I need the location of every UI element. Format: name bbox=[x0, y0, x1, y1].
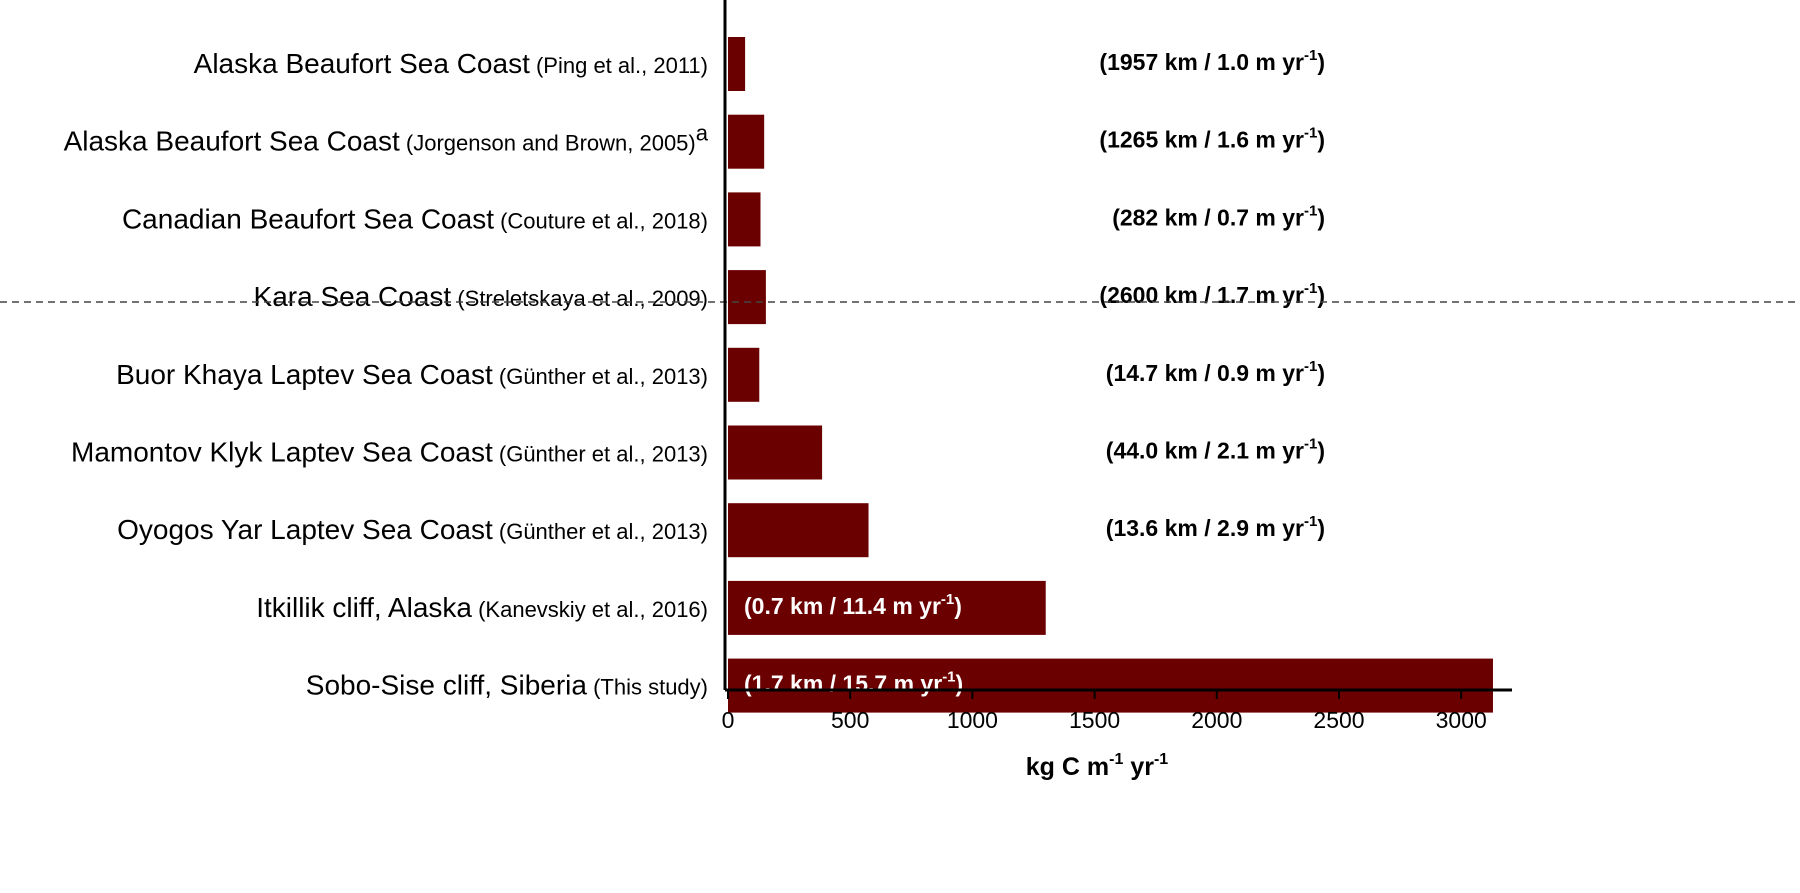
bars bbox=[728, 37, 1493, 713]
bar-annotation: (1957 km / 1.0 m yr-1) bbox=[1099, 47, 1325, 75]
bar-annotation: (44.0 km / 2.1 m yr-1) bbox=[1106, 436, 1325, 464]
category-label: Alaska Beaufort Sea Coast (Ping et al., … bbox=[194, 48, 708, 79]
category-labels: Alaska Beaufort Sea Coast (Ping et al., … bbox=[64, 48, 709, 701]
category-label: Sobo-Sise cliff, Siberia (This study) bbox=[306, 670, 708, 701]
x-tick-label: 1500 bbox=[1069, 707, 1120, 733]
bar bbox=[728, 270, 766, 325]
bar bbox=[728, 114, 765, 169]
bar bbox=[728, 37, 746, 91]
bar-annotation: (1265 km / 1.6 m yr-1) bbox=[1099, 125, 1325, 153]
bar bbox=[728, 503, 869, 558]
bar-annotation: (0.7 km / 11.4 m yr-1) bbox=[744, 591, 962, 619]
x-axis-ticks: 0 500 1000 1500 2000 2500 3000 bbox=[722, 690, 1487, 733]
category-label: Oyogos Yar Laptev Sea Coast (Günther et … bbox=[117, 514, 708, 545]
bar-annotation: (1.7 km / 15.7 m yr-1) bbox=[744, 669, 963, 697]
bar bbox=[728, 425, 823, 480]
category-label: Itkillik cliff, Alaska (Kanevskiy et al.… bbox=[256, 592, 708, 623]
category-label: Buor Khaya Laptev Sea Coast (Günther et … bbox=[116, 359, 708, 390]
x-tick-label: 0 bbox=[722, 707, 735, 733]
x-tick-label: 1000 bbox=[947, 707, 998, 733]
bar bbox=[728, 580, 1046, 635]
category-label: Canadian Beaufort Sea Coast (Couture et … bbox=[122, 203, 708, 234]
bar bbox=[728, 192, 761, 247]
bar-annotation: (13.6 km / 2.9 m yr-1) bbox=[1106, 513, 1325, 541]
bar-annotation: (2600 km / 1.7 m yr-1) bbox=[1099, 280, 1325, 308]
x-axis-title: kg C m-1 yr-1 bbox=[1026, 751, 1169, 781]
bar-annotation: (14.7 km / 0.9 m yr-1) bbox=[1106, 358, 1325, 386]
category-label: Alaska Beaufort Sea Coast (Jorgenson and… bbox=[64, 121, 709, 157]
bar-annotations: (1957 km / 1.0 m yr-1) (1265 km / 1.6 m y… bbox=[744, 47, 1325, 697]
x-tick-label: 2000 bbox=[1191, 707, 1242, 733]
x-tick-label: 3000 bbox=[1436, 707, 1487, 733]
bar-annotation: (282 km / 0.7 m yr-1) bbox=[1112, 202, 1325, 230]
bar bbox=[728, 347, 760, 402]
x-tick-label: 2500 bbox=[1313, 707, 1364, 733]
bar bbox=[728, 658, 1493, 713]
x-tick-label: 500 bbox=[831, 707, 869, 733]
category-label: Mamontov Klyk Laptev Sea Coast (Günther … bbox=[71, 437, 708, 468]
category-label: Kara Sea Coast (Streletskaya et al., 200… bbox=[254, 281, 708, 312]
